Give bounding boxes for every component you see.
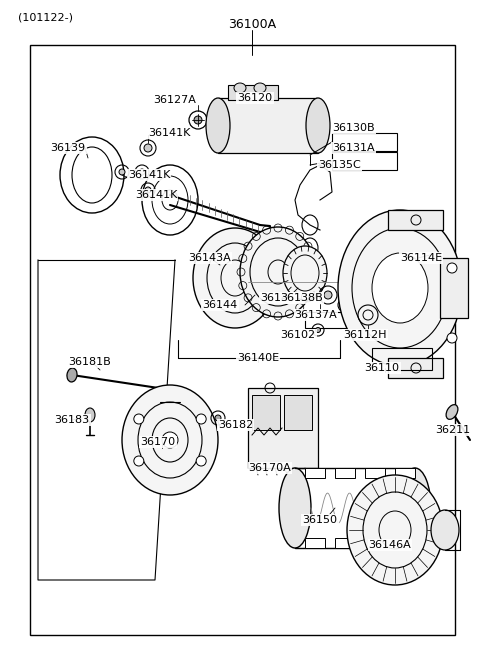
Bar [228,85,278,100]
Text: 36140E: 36140E [237,353,279,363]
Ellipse shape [144,144,152,152]
Text: 36112H: 36112H [343,330,387,340]
Ellipse shape [279,468,311,548]
Bar [284,395,312,430]
Text: 36102: 36102 [280,330,315,340]
Text: 36170: 36170 [141,437,176,447]
Bar [372,348,432,370]
Text: 36150: 36150 [302,515,337,525]
Bar [335,468,355,478]
Ellipse shape [240,227,316,317]
Bar [332,133,397,151]
Bar [440,258,468,318]
Ellipse shape [215,415,221,421]
Text: 36211: 36211 [435,425,470,435]
Ellipse shape [134,456,144,466]
Bar [365,468,385,478]
Text: 36141K: 36141K [135,190,178,200]
Text: 36183: 36183 [54,415,90,425]
Bar [365,538,385,548]
Ellipse shape [139,169,145,175]
Ellipse shape [206,98,230,153]
Ellipse shape [446,405,458,419]
Ellipse shape [162,432,178,448]
Ellipse shape [447,333,457,343]
Bar [305,538,325,548]
Text: 36141K: 36141K [148,128,191,138]
Ellipse shape [196,456,206,466]
Text: 36181B: 36181B [69,357,111,367]
Ellipse shape [193,228,277,328]
Ellipse shape [194,116,202,124]
Text: 36170A: 36170A [249,463,291,473]
Bar [388,210,443,230]
Bar [248,388,318,468]
Text: 36182: 36182 [218,420,253,430]
Ellipse shape [338,210,462,366]
Ellipse shape [145,187,151,193]
Text: 36141K: 36141K [128,170,170,180]
Text: 36127A: 36127A [154,95,196,105]
Text: 36145: 36145 [261,293,296,303]
Ellipse shape [372,253,428,323]
Ellipse shape [283,246,327,300]
Text: 36138B: 36138B [281,293,324,303]
Bar [395,468,415,478]
Text: 36110: 36110 [364,363,399,373]
Ellipse shape [162,190,178,210]
Ellipse shape [134,414,144,424]
Text: 36120: 36120 [238,93,273,103]
Ellipse shape [122,385,218,495]
Text: 36146A: 36146A [369,540,411,550]
Bar [305,312,350,328]
Bar [305,468,325,478]
Ellipse shape [85,408,95,422]
Ellipse shape [234,83,246,93]
Text: 36130B: 36130B [332,123,374,133]
Ellipse shape [342,302,348,308]
Bar [388,358,443,378]
Bar [218,98,318,153]
Ellipse shape [431,510,459,550]
Bar [252,395,280,430]
Bar [332,152,397,170]
Bar [395,538,415,548]
Text: 36100A: 36100A [228,18,276,31]
Text: 36114E: 36114E [400,253,442,263]
Ellipse shape [119,169,125,175]
Ellipse shape [196,414,206,424]
Ellipse shape [399,468,431,548]
Ellipse shape [315,327,321,333]
Text: 36144: 36144 [203,300,238,310]
Ellipse shape [347,475,443,585]
Ellipse shape [67,368,77,382]
Text: 36137A: 36137A [295,310,337,320]
Ellipse shape [447,263,457,273]
Ellipse shape [254,83,266,93]
Text: 36139: 36139 [50,143,85,153]
Bar [335,538,355,548]
Ellipse shape [306,98,330,153]
Ellipse shape [324,291,332,299]
Text: 36135C: 36135C [318,160,361,170]
Text: 36143A: 36143A [188,253,231,263]
Bar [30,45,455,635]
Text: (101122-): (101122-) [18,13,73,23]
Text: 36131A: 36131A [332,143,374,153]
